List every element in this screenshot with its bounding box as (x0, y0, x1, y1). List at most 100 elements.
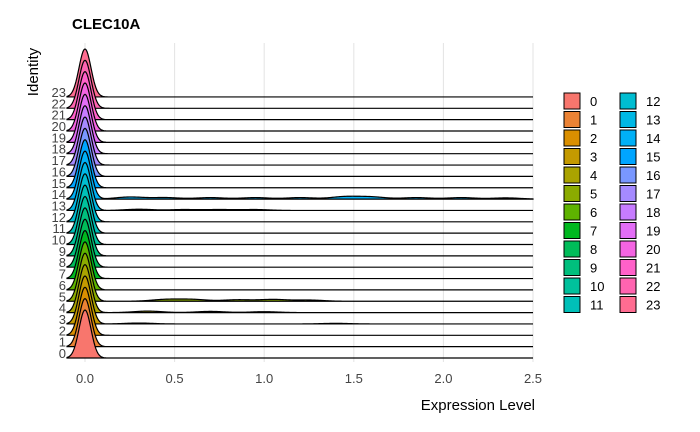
x-axis-ticks: 0.0 0.5 1.0 1.5 2.0 2.5 (76, 371, 542, 386)
legend-label: 5 (590, 187, 597, 202)
legend-label: 13 (646, 113, 660, 128)
y-tick-label: 12 (52, 210, 66, 225)
ridge-15 (66, 139, 533, 189)
x-axis-title: Expression Level (421, 397, 535, 414)
ridge-19 (66, 93, 533, 143)
ridge-8 (66, 218, 533, 268)
ridge-9 (66, 207, 533, 257)
y-tick-label: 23 (52, 85, 66, 100)
legend-label: 23 (646, 298, 660, 313)
ridge-11 (66, 184, 533, 234)
y-tick-label: 4 (59, 301, 66, 316)
legend-key-18 (619, 203, 637, 221)
legend-key-23 (619, 296, 637, 313)
legend-key-15 (619, 148, 637, 165)
legend-key-9 (563, 259, 581, 276)
ridge-0 (66, 309, 533, 359)
legend-label: 9 (590, 261, 597, 276)
legend-label: 12 (646, 94, 660, 109)
legend-key-2 (563, 129, 581, 147)
legend-label: 0 (590, 94, 597, 109)
legend-key-14 (619, 129, 637, 147)
legend-key-10 (563, 277, 581, 295)
y-tick-label: 11 (53, 221, 67, 236)
y-tick-label: 15 (52, 176, 66, 191)
legend-key-5 (563, 185, 581, 202)
legend-key-6 (563, 203, 581, 221)
ridge-10 (66, 195, 533, 246)
ridge-22 (66, 59, 533, 109)
y-tick-label: 14 (52, 187, 66, 202)
legend-key-0 (563, 92, 581, 110)
ridges (66, 48, 534, 359)
legend-key-21 (619, 259, 637, 276)
x-tick-label: 1.5 (345, 371, 363, 386)
ridge-20 (66, 82, 533, 132)
y-tick-label: 22 (52, 96, 66, 111)
x-tick-label: 0.5 (166, 371, 184, 386)
legend-label: 3 (590, 150, 597, 165)
legend-label: 8 (590, 242, 597, 257)
y-tick-label: 17 (52, 153, 66, 168)
x-tick-label: 0.0 (76, 371, 94, 386)
y-tick-label: 0 (59, 346, 66, 361)
y-axis-title: Identity (25, 47, 42, 96)
legend-key-20 (619, 240, 637, 258)
y-tick-label: 21 (52, 108, 66, 123)
legend-label: 17 (646, 187, 660, 202)
legend-key-1 (563, 111, 581, 128)
legend-label: 6 (590, 205, 597, 220)
legend-label: 2 (590, 131, 597, 146)
y-tick-label: 1 (59, 335, 66, 350)
legend-key-13 (619, 111, 637, 128)
y-tick-label: 8 (59, 255, 66, 270)
y-tick-label: 3 (59, 312, 66, 327)
legend-key-11 (563, 296, 581, 313)
ridge-3 (66, 275, 533, 325)
legend-label: 19 (646, 224, 660, 239)
legend-key-22 (619, 277, 637, 295)
y-tick-label: 7 (59, 267, 66, 282)
ridge-23 (66, 48, 533, 98)
legend-key-12 (619, 92, 637, 110)
legend-label: 20 (646, 242, 660, 257)
ridge-4 (66, 263, 533, 314)
ridge-5 (66, 252, 533, 302)
legend-key-4 (563, 166, 581, 184)
grid-lines (84, 43, 534, 362)
ridge-21 (66, 70, 533, 121)
x-tick-label: 2.5 (524, 371, 542, 386)
y-tick-label: 19 (52, 130, 66, 145)
ridge-14 (66, 150, 534, 200)
y-tick-label: 6 (59, 278, 66, 293)
y-tick-label: 13 (52, 198, 66, 213)
y-tick-label: 10 (52, 233, 66, 248)
x-tick-label: 2.0 (434, 371, 452, 386)
y-tick-label: 2 (59, 323, 66, 338)
legend-label: 21 (646, 261, 660, 276)
legend-label: 11 (590, 298, 604, 313)
x-tick-label: 1.0 (255, 371, 273, 386)
legend-key-17 (619, 185, 637, 202)
ridge-7 (66, 229, 533, 280)
legend-label: 14 (646, 131, 660, 146)
y-tick-label: 9 (59, 244, 66, 259)
y-tick-label: 5 (59, 289, 66, 304)
legend-key-3 (563, 148, 581, 165)
legend-key-8 (563, 240, 581, 258)
legend-label: 15 (646, 150, 660, 165)
ridge-6 (66, 241, 533, 291)
legend-label: 22 (646, 279, 660, 294)
ridge-2 (66, 286, 533, 336)
ridge-16 (66, 127, 533, 177)
legend-label: 4 (590, 168, 597, 183)
legend-label: 10 (590, 279, 604, 294)
ridge-17 (66, 116, 533, 166)
y-tick-label: 20 (52, 119, 66, 134)
ridge-1 (66, 297, 533, 348)
legend-key-16 (619, 166, 637, 184)
legend-key-7 (563, 222, 581, 239)
